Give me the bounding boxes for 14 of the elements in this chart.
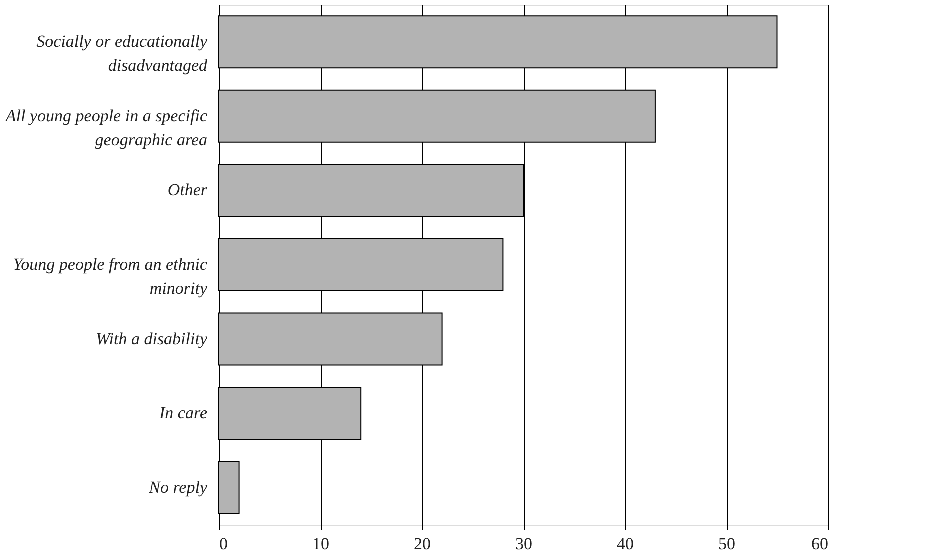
y-tick-label: All young people in a specific geographic area bbox=[4, 106, 208, 150]
x-tick-label: 20 bbox=[414, 534, 431, 554]
x-tick-label: 50 bbox=[718, 534, 736, 554]
y-tick-label: In care bbox=[158, 404, 208, 423]
y-tick-label: No reply bbox=[148, 478, 208, 497]
x-tick-label: 30 bbox=[516, 534, 532, 554]
y-tick-label: With a disability bbox=[96, 329, 208, 348]
y-tick-label: Young people from an ethnic minority bbox=[13, 255, 208, 298]
x-tick-label: 10 bbox=[312, 534, 330, 554]
x-tick-label: 0 bbox=[220, 534, 228, 554]
x-tick-label: 60 bbox=[812, 534, 828, 554]
y-tick-label: Other bbox=[168, 180, 208, 200]
y-tick-label: Socially or educationally disadvantaged bbox=[36, 32, 208, 76]
x-tick-label: 40 bbox=[617, 534, 634, 554]
